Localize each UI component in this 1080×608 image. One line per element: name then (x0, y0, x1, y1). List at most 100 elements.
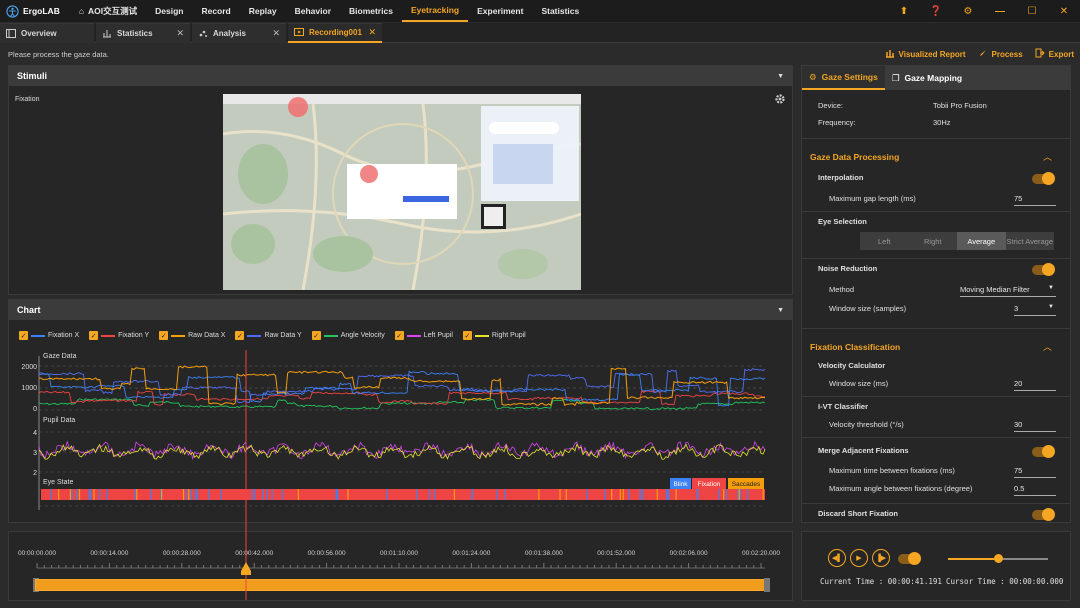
eye-state-event (93, 489, 95, 500)
method-select[interactable]: Moving Median Filter ▼ (960, 285, 1056, 297)
tab-gaze-settings[interactable]: ⚙ Gaze Settings (802, 66, 885, 90)
menu-experiment[interactable]: Experiment (477, 6, 524, 16)
menu-replay[interactable]: Replay (248, 6, 277, 16)
player-panel: ◀▌ ▶ ▐▶ Current Time : 00:00:41.191 Curs… (801, 531, 1071, 601)
discard-toggle[interactable] (1032, 508, 1055, 521)
close-icon[interactable]: ✕ (368, 27, 376, 37)
legend-fixation-x[interactable]: ✓ Fixation X (19, 331, 79, 340)
gear-icon[interactable] (774, 93, 786, 105)
checkbox[interactable]: ✓ (394, 331, 404, 340)
step-back-button[interactable]: ◀▌ (828, 549, 846, 567)
gaze-processing-title[interactable]: Gaze Data Processing (810, 152, 900, 162)
menu-project[interactable]: ⌂ AOI交互测试 (70, 0, 146, 22)
eye-state-event (718, 489, 720, 500)
legend-fixation-y[interactable]: ✓ Fixation Y (89, 331, 149, 340)
close-icon[interactable]: ✕ (176, 28, 184, 38)
chevron-up-icon[interactable]: ︿ (1042, 152, 1052, 162)
range-handle-end[interactable] (764, 578, 770, 592)
chart-header[interactable]: Chart ▼ (9, 300, 792, 320)
interpolation-toggle[interactable] (1032, 172, 1055, 185)
eye-state-event (76, 489, 78, 500)
checkbox[interactable]: ✓ (311, 331, 321, 340)
stimuli-header[interactable]: Stimuli ▼ (9, 66, 792, 86)
process-button[interactable]: Process (978, 48, 1023, 60)
legend-right-pupil[interactable]: ✓ Right Pupil (462, 331, 526, 340)
tab-label: Gaze Settings (821, 72, 878, 82)
settings-icon[interactable]: ⚙ (963, 5, 973, 17)
legend-swatch (101, 334, 116, 337)
window-size-value: 3 (1014, 304, 1019, 313)
maximize-button[interactable]: ☐ (1027, 5, 1037, 17)
step-forward-button[interactable]: ▐▶ (872, 549, 890, 567)
eye-option-strict-average[interactable]: Strict Average (1006, 236, 1054, 246)
max-angle-input[interactable]: 0.5 (1014, 484, 1056, 496)
minimize-button[interactable]: — (995, 5, 1005, 17)
legend-swatch (31, 334, 45, 337)
tab-recording[interactable]: Recording001 ✕ (288, 23, 382, 43)
collapse-icon[interactable]: ▼ (777, 72, 784, 80)
play-button[interactable]: ▶ (850, 549, 868, 567)
eye-state-event (90, 489, 92, 500)
action-label: Export (1048, 49, 1074, 59)
chevron-up-icon[interactable]: ︿ (1042, 342, 1052, 352)
legend-angle-velocity[interactable]: ✓ Angle Velocity (311, 331, 385, 340)
gaze-data-label: Gaze Data (43, 353, 77, 360)
eye-state-event (262, 489, 264, 500)
checkbox[interactable]: ✓ (159, 331, 169, 340)
window-size-label: Window size (samples) (829, 304, 907, 313)
saccades-tag-label: Saccades (732, 481, 761, 488)
eye-option-average[interactable]: Average (957, 232, 1006, 250)
menu-record[interactable]: Record (201, 6, 231, 16)
eye-state-event (504, 489, 506, 500)
checkbox[interactable]: ✓ (89, 331, 99, 340)
checkbox[interactable]: ✓ (19, 331, 28, 340)
export-button[interactable]: Export (1035, 48, 1074, 60)
merge-toggle[interactable] (1032, 445, 1055, 458)
window-size-select[interactable]: 3 ▼ (1014, 304, 1056, 316)
checkbox[interactable]: ✓ (235, 331, 245, 340)
menu-biometrics[interactable]: Biometrics (349, 6, 393, 16)
tab-gaze-mapping[interactable]: ❐ Gaze Mapping (885, 66, 969, 90)
legend-raw-y[interactable]: ✓ Raw Data Y (235, 331, 302, 340)
upload-icon[interactable]: ⬆ (899, 5, 909, 17)
visualized-report-button[interactable]: Visualized Report (885, 48, 966, 60)
eye-state-event (559, 489, 561, 500)
signal-chart[interactable]: Gaze Data 2000 1000 0 Pupil Data 4 3 2 E… (9, 348, 794, 520)
eye-option-right[interactable]: Right (923, 236, 942, 246)
close-button[interactable]: ✕ (1059, 5, 1069, 17)
menu-statistics[interactable]: Statistics (541, 6, 580, 16)
close-icon[interactable]: ✕ (272, 28, 280, 38)
checkbox[interactable]: ✓ (462, 331, 472, 340)
timeline-ruler[interactable] (9, 532, 794, 602)
help-icon[interactable]: ❓ (929, 5, 943, 17)
menu-design[interactable]: Design (155, 6, 184, 16)
timeline-range-bar[interactable] (35, 579, 767, 591)
collapse-icon[interactable]: ▼ (777, 306, 784, 314)
eye-option-left[interactable]: Left (877, 236, 891, 246)
max-gap-input[interactable]: 75 (1014, 194, 1056, 206)
legend-label: Raw Data Y (264, 332, 302, 339)
timeline-tick-label: 00:00:14.000 (90, 550, 129, 557)
eye-state-event (433, 489, 436, 500)
tab-overview[interactable]: Overview (0, 23, 94, 43)
legend-raw-x[interactable]: ✓ Raw Data X (159, 331, 225, 340)
stimuli-sublabel: Fixation (15, 96, 40, 103)
loop-toggle[interactable] (898, 552, 921, 565)
noise-reduction-toggle[interactable] (1032, 263, 1055, 276)
document-tabs: Overview Statistics ✕ Analysis ✕ Recordi… (0, 23, 1080, 43)
vc-window-input[interactable]: 20 (1014, 379, 1056, 391)
fixation-classification-title[interactable]: Fixation Classification (810, 342, 901, 352)
y-tick: 0 (33, 406, 37, 413)
vel-threshold-input[interactable]: 30 (1014, 420, 1056, 432)
y-tick: 2 (33, 470, 37, 477)
menu-eyetracking[interactable]: Eyetracking (401, 0, 469, 22)
speed-slider[interactable] (948, 554, 1048, 563)
tab-analysis[interactable]: Analysis ✕ (192, 23, 286, 43)
tab-label: Statistics (117, 29, 153, 38)
max-time-input[interactable]: 75 (1014, 466, 1056, 478)
menu-behavior[interactable]: Behavior (294, 6, 331, 16)
copy-icon: ❐ (891, 72, 900, 83)
tab-statistics[interactable]: Statistics ✕ (96, 23, 190, 43)
slider-knob[interactable] (994, 554, 1003, 563)
legend-left-pupil[interactable]: ✓ Left Pupil (394, 331, 453, 340)
